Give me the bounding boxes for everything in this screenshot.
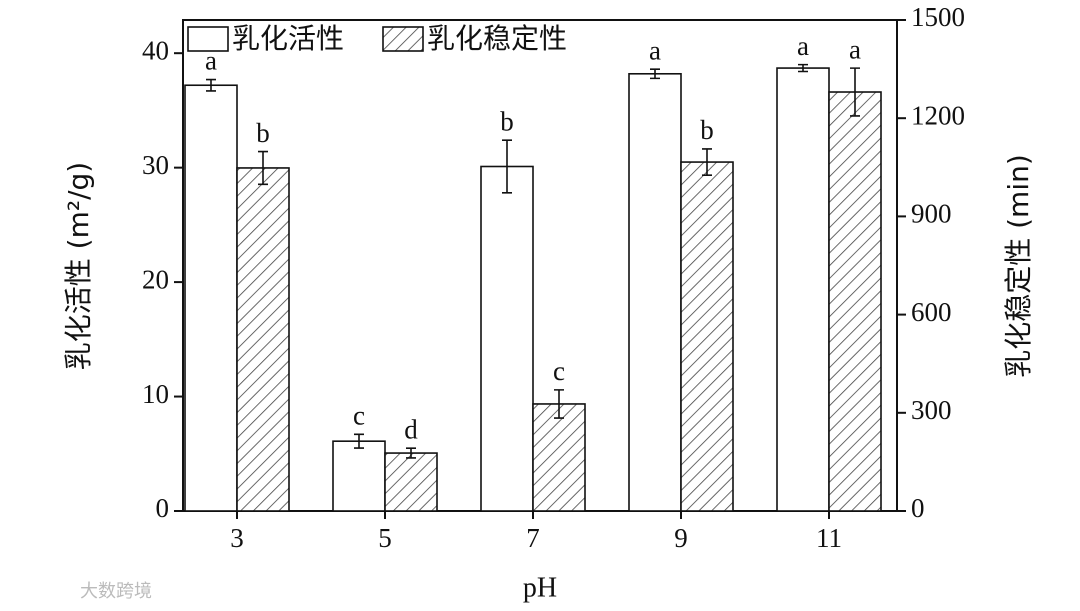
- error-bar: [702, 148, 712, 176]
- significance-letter: b: [256, 118, 270, 148]
- y2-tick-label: 1200: [911, 100, 965, 130]
- error-bar: [206, 78, 216, 92]
- bar: [628, 72, 682, 512]
- y2-tick-label: 0: [911, 493, 925, 523]
- y2-tick-label: 300: [911, 395, 952, 425]
- bar: [532, 403, 586, 512]
- x-tick-label: 5: [378, 523, 392, 553]
- error-bar: [406, 447, 416, 459]
- bar: [828, 91, 882, 512]
- legend-label: 乳化活性: [232, 22, 344, 55]
- significance-letter: b: [500, 106, 514, 136]
- error-bar: [554, 389, 564, 419]
- legend-swatch: [382, 26, 424, 52]
- x-tick-label: 7: [526, 523, 540, 553]
- bar: [680, 161, 734, 512]
- x-tick-label: 3: [230, 523, 244, 553]
- significance-letter: a: [849, 34, 861, 64]
- y-tick-label: 0: [156, 493, 170, 523]
- x-axis-title: pH: [523, 572, 557, 603]
- watermark: 大数跨境: [80, 581, 152, 602]
- error-bar: [798, 63, 808, 73]
- y2-tick-label: 1500: [911, 2, 965, 32]
- bar: [480, 165, 534, 512]
- significance-letter: b: [700, 115, 714, 145]
- bar: [236, 167, 290, 512]
- legend-swatch: [187, 26, 229, 52]
- significance-letter: a: [205, 46, 217, 76]
- legend-label: 乳化稳定性: [427, 22, 567, 55]
- error-bar: [258, 150, 268, 186]
- error-bar: [502, 139, 512, 194]
- y-tick-label: 30: [142, 150, 169, 180]
- y2-axis-title: 乳化稳定性 (min): [1002, 154, 1035, 378]
- significance-letter: c: [353, 401, 365, 431]
- bar: [332, 440, 386, 512]
- error-bar: [850, 67, 860, 117]
- error-bar: [650, 68, 660, 80]
- significance-letter: d: [404, 414, 418, 444]
- y2-tick-label: 600: [911, 297, 952, 327]
- significance-letter: c: [553, 356, 565, 386]
- significance-letter: a: [649, 35, 661, 65]
- bar: [776, 67, 830, 512]
- y-tick-label: 20: [142, 264, 169, 294]
- y-tick-label: 10: [142, 379, 169, 409]
- significance-letter: a: [797, 31, 809, 61]
- bar: [384, 452, 438, 512]
- error-bar: [354, 433, 364, 449]
- x-tick-label: 11: [816, 523, 842, 553]
- y-axis-title: 乳化活性 (m²/g): [62, 162, 95, 370]
- y2-tick-label: 900: [911, 199, 952, 229]
- x-tick-label: 9: [674, 523, 688, 553]
- y-tick-label: 40: [142, 35, 169, 65]
- bar: [184, 84, 238, 512]
